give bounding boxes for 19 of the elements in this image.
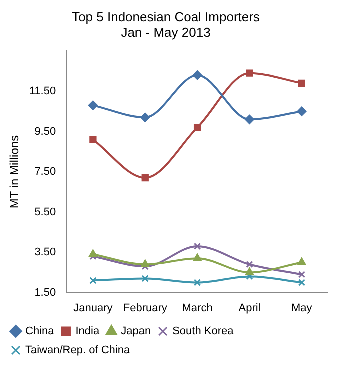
x-tick-label: February <box>123 302 168 314</box>
x-tick-label: January <box>74 302 114 314</box>
y-axis-title: MT in Millions <box>8 135 22 209</box>
chart-title: Top 5 Indonesian Coal Importers <box>72 9 260 24</box>
y-tick-label: 7.50 <box>34 166 56 178</box>
legend-label: India <box>76 326 100 338</box>
x-tick-label: April <box>238 302 261 314</box>
y-tick-label: 3.50 <box>34 246 56 259</box>
y-tick-label: 5.50 <box>34 206 56 218</box>
x-tick-label: March <box>182 302 213 314</box>
legend-label: China <box>26 326 56 338</box>
y-tick-label: 9.50 <box>34 126 56 138</box>
legend-label: South Korea <box>172 326 235 338</box>
legend-label: Japan <box>121 326 152 338</box>
x-tick-label: May <box>292 302 313 314</box>
y-tick-label: 11.50 <box>29 86 56 98</box>
y-tick-label: 1.50 <box>34 286 56 299</box>
chart-subtitle: Jan - May 2013 <box>121 24 211 40</box>
legend-label: Taiwan/Rep. of China <box>26 344 131 357</box>
